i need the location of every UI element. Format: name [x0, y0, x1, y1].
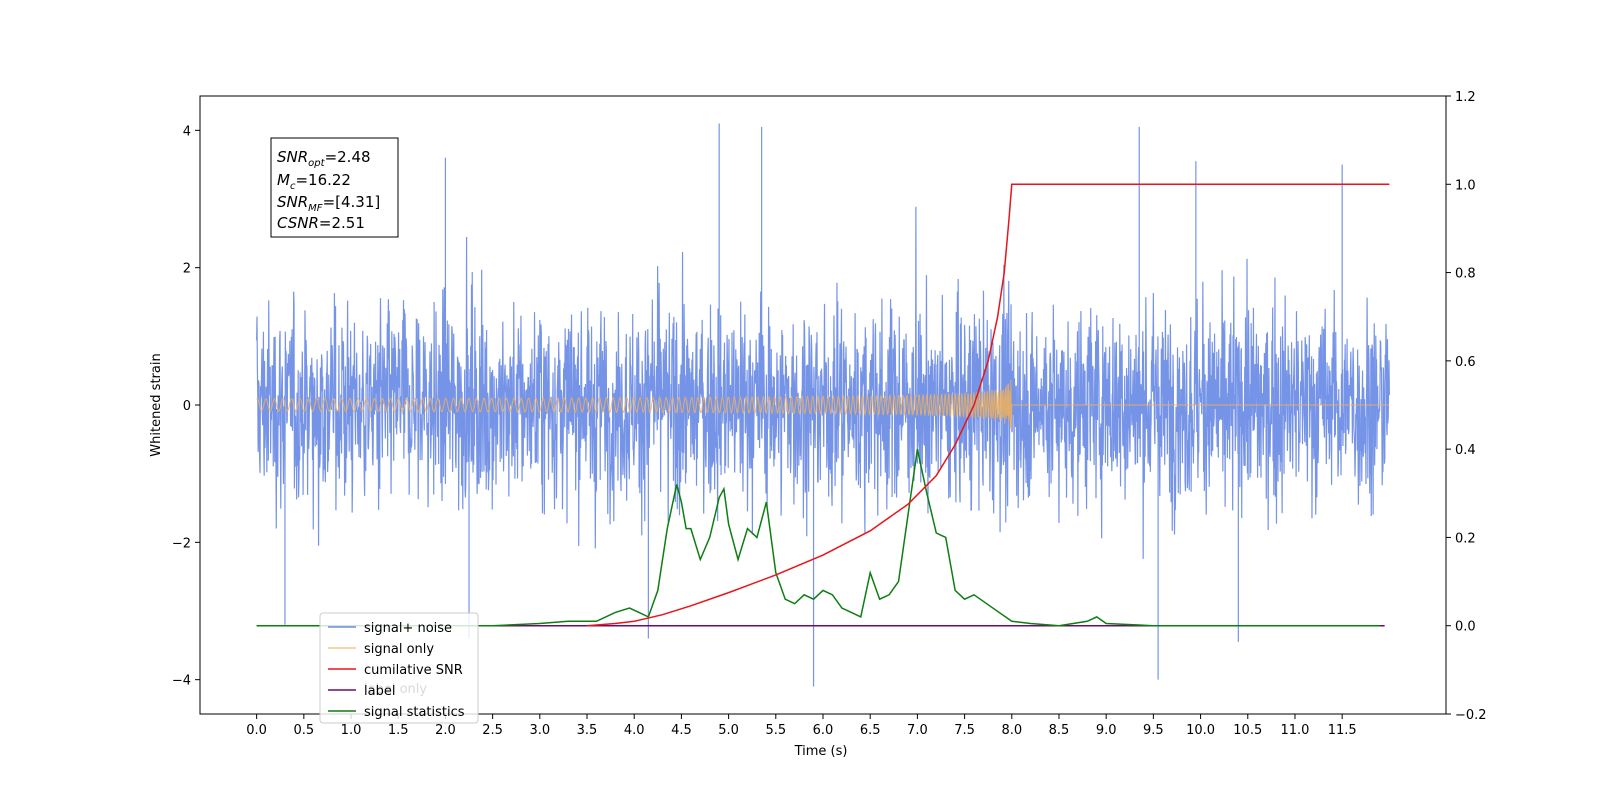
y-left-tick-label: 2 [183, 262, 191, 277]
y-right-tick-label: 0.6 [1455, 355, 1476, 370]
x-tick-label: 8.0 [1001, 723, 1022, 738]
x-tick-label: 6.5 [860, 723, 881, 738]
series-layer [256, 123, 1390, 687]
legend-label: signal statistics [364, 705, 465, 720]
stat-mc-main: M [277, 171, 290, 189]
x-tick-label: 5.5 [765, 723, 786, 738]
legend-label: label [364, 684, 395, 699]
x-tick-label: 10.5 [1233, 723, 1262, 738]
y-axis-label-left: Whitened strain [149, 353, 164, 456]
x-tick-label: 11.5 [1328, 723, 1357, 738]
y-left-tick-label: −2 [172, 536, 191, 551]
y-right-tick-label: 0.0 [1455, 620, 1476, 635]
x-tick-label: 1.5 [388, 723, 409, 738]
x-tick-label: 4.0 [624, 723, 645, 738]
stat-snr-mf-sub: MF [308, 203, 323, 214]
stats-box: SNRopt=2.48 Mc=16.22 SNRMF=[4.31] CSNR=2… [270, 137, 399, 238]
legend-label: cumilative SNR [364, 663, 463, 678]
x-tick-label: 3.0 [529, 723, 550, 738]
x-tick-label: 10.0 [1186, 723, 1215, 738]
y-axis-right-ticks: −0.2 0.0 0.2 0.4 0.6 0.8 1.0 1.2 [1446, 90, 1487, 723]
stat-snr-mf-main: SNR [277, 193, 308, 211]
x-tick-label: 9.5 [1143, 723, 1164, 738]
y-right-tick-label: 0.8 [1455, 267, 1476, 282]
x-tick-label: 5.0 [718, 723, 739, 738]
stat-csnr-main: CSNR [277, 214, 319, 232]
x-tick-label: 3.5 [577, 723, 598, 738]
series-signal-only [256, 380, 1390, 430]
y-right-tick-label: 0.4 [1455, 443, 1476, 458]
y-left-tick-label: 0 [183, 399, 191, 414]
stat-csnr: CSNR=2.51 [277, 214, 365, 232]
y-right-tick-label: 0.2 [1455, 531, 1476, 546]
legend-items: signal+ noise signal only cumilative SNR la… [328, 621, 465, 720]
x-tick-label: 9.0 [1096, 723, 1117, 738]
x-tick-label: 8.5 [1049, 723, 1070, 738]
stat-snr-opt-main: SNR [277, 148, 308, 166]
x-tick-label: 7.5 [954, 723, 975, 738]
legend-label: signal+ noise [364, 621, 452, 636]
x-tick-label: 2.0 [435, 723, 456, 738]
y-left-tick-label: 4 [183, 124, 191, 139]
x-axis-label: Time (s) [794, 744, 848, 759]
stat-snr-opt-value: =2.48 [325, 148, 371, 166]
stat-snr-mf-value: =[4.31] [323, 193, 381, 211]
y-right-tick-label: −0.2 [1455, 708, 1487, 723]
y-left-tick-label: −4 [172, 674, 191, 689]
x-tick-label: 4.5 [671, 723, 692, 738]
x-tick-label: 0.5 [293, 723, 314, 738]
stats-box-frame [270, 137, 399, 238]
stat-snr-opt-sub: opt [308, 158, 325, 169]
series-signal-noise [256, 123, 1390, 687]
stat-snr-opt: SNRopt=2.48 [277, 148, 371, 169]
stat-snr-mf: SNRMF=[4.31] [277, 193, 380, 214]
legend-label: signal only [364, 642, 434, 657]
y-right-tick-label: 1.2 [1455, 90, 1476, 105]
series-signal-statistics [256, 448, 1380, 627]
x-tick-label: 0.0 [246, 723, 267, 738]
x-tick-label: 2.5 [482, 723, 503, 738]
stat-csnr-value: =2.51 [319, 214, 365, 232]
legend: label only signal+ noise signal only cumil… [319, 612, 479, 724]
series-cumilative-snr [586, 183, 1390, 627]
x-tick-label: 11.0 [1280, 723, 1309, 738]
stat-mc-value: =16.22 [295, 171, 351, 189]
legend-frame [319, 612, 479, 724]
x-axis-ticks: 0.0 0.5 1.0 1.5 2.0 2.5 3.0 3.5 4.0 4.5 5.0 5.5 6.0 6… [246, 714, 1357, 738]
x-tick-label: 1.0 [341, 723, 362, 738]
legend-occluded-label-only: label only [364, 682, 427, 697]
stat-mc-sub: c [290, 181, 296, 192]
y-right-tick-label: 1.0 [1455, 178, 1476, 193]
x-tick-label: 6.0 [813, 723, 834, 738]
x-tick-label: 7.0 [907, 723, 928, 738]
y-axis-left-ticks: −4 −2 0 2 4 [172, 124, 200, 689]
stat-mc: Mc=16.22 [277, 171, 351, 192]
